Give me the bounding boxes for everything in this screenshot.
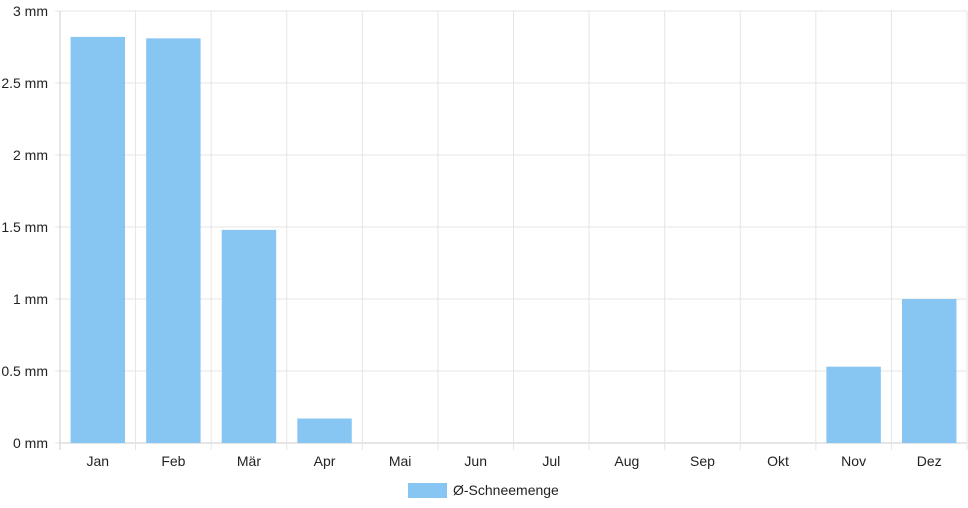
- y-tick-label: 2.5 mm: [1, 75, 48, 91]
- bar-mär[interactable]: [221, 229, 277, 443]
- y-tick-label: 1 mm: [13, 291, 48, 307]
- bar-layer: [70, 36, 957, 444]
- x-axis: Jan Feb Mär Apr Mai Jun Jul Aug Sep Okt Nov Dez: [87, 453, 942, 469]
- y-tick-label: 0.5 mm: [1, 363, 48, 379]
- y-axis: 0 mm 0.5 mm 1 mm 1.5 mm 2 mm 2.5 mm 3 mm: [1, 3, 48, 451]
- bar-feb[interactable]: [146, 38, 201, 444]
- x-tick-label: Sep: [690, 453, 715, 469]
- y-tick-label: 1.5 mm: [1, 219, 48, 235]
- x-tick-label: Dez: [917, 453, 942, 469]
- x-tick-label: Okt: [767, 453, 789, 469]
- bar-nov[interactable]: [826, 366, 881, 443]
- x-tick-label: Mai: [389, 453, 412, 469]
- y-tick-label: 0 mm: [13, 435, 48, 451]
- x-tick-label: Jul: [542, 453, 560, 469]
- x-tick-label: Feb: [161, 453, 185, 469]
- bar-apr[interactable]: [297, 418, 352, 443]
- bar-dez[interactable]: [901, 299, 957, 443]
- x-tick-label: Apr: [314, 453, 336, 469]
- legend[interactable]: Ø-Schneemenge: [408, 482, 559, 498]
- x-tick-label: Aug: [614, 453, 639, 469]
- y-tick-label: 3 mm: [13, 3, 48, 19]
- x-tick-label: Jun: [464, 453, 487, 469]
- x-tick-label: Mär: [237, 453, 261, 469]
- x-tick-label: Nov: [841, 453, 866, 469]
- bar-jan[interactable]: [70, 36, 126, 444]
- x-tick-label: Jan: [87, 453, 110, 469]
- legend-swatch[interactable]: [408, 483, 447, 498]
- y-tick-label: 2 mm: [13, 147, 48, 163]
- grid-layer: [55, 10, 968, 450]
- legend-label[interactable]: Ø-Schneemenge: [453, 482, 559, 498]
